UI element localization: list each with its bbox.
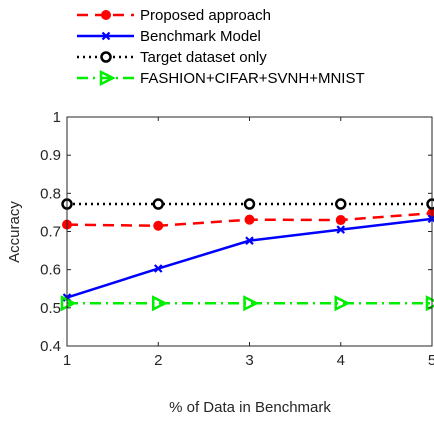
data-point [335, 215, 346, 226]
series-2 [62, 214, 434, 302]
data-point [60, 295, 77, 312]
x-tick-label: 3 [245, 352, 253, 369]
legend-marker [101, 31, 111, 41]
y-tick-label: 0.7 [40, 224, 61, 241]
y-tick-label: 0.4 [40, 338, 61, 355]
data-point [335, 198, 347, 210]
series-layer [60, 198, 434, 312]
legend-marker [100, 51, 112, 63]
legend-marker [101, 10, 111, 20]
y-tick-label: 0.5 [40, 300, 61, 317]
series-4 [60, 295, 434, 312]
data-point [426, 198, 434, 210]
y-axis-title: Accuracy [6, 201, 23, 263]
x-axis-title: % of Data in Benchmark [169, 399, 331, 416]
legend-marker [99, 69, 116, 87]
data-point [152, 198, 164, 210]
y-tick-label: 0.8 [40, 185, 61, 202]
legend-label: Benchmark Model [140, 28, 261, 45]
x-tick-label: 1 [63, 352, 71, 369]
legend-entry-1: Proposed approach [77, 7, 271, 24]
data-point [153, 220, 164, 231]
y-tick-label: 0.6 [40, 262, 61, 279]
data-point [243, 295, 260, 312]
series-line [66, 217, 433, 299]
data-point [243, 198, 256, 210]
y-tick-label: 1 [53, 109, 61, 126]
x-tick-label: 2 [154, 352, 162, 369]
data-point [152, 295, 169, 312]
legend-entry-2: Benchmark Model [77, 28, 261, 45]
data-point [425, 295, 434, 312]
legend-entry-3: Target dataset only [77, 49, 267, 66]
legend-label: Target dataset only [140, 49, 267, 66]
legend-label: Proposed approach [140, 7, 271, 24]
data-point [245, 236, 254, 245]
ticks-layer: 1 2 3 4 5 0.4 0.5 0.6 0.7 0.8 0.9 1 [40, 109, 434, 369]
data-point [334, 295, 351, 312]
legend-label: FASHION+CIFAR+SVNH+MNIST [140, 70, 365, 87]
legend: Proposed approach Benchmark Model Target d… [77, 7, 365, 87]
x-tick-label: 5 [428, 352, 434, 369]
series-1 [62, 208, 434, 231]
legend-entry-4: FASHION+CIFAR+SVNH+MNIST [77, 69, 365, 87]
plot-frame [66, 116, 433, 347]
data-point [153, 264, 163, 273]
x-tick-label: 4 [337, 352, 345, 369]
series-3 [61, 198, 434, 210]
y-tick-label: 0.9 [40, 147, 61, 164]
data-point [336, 225, 346, 234]
data-point [244, 214, 255, 225]
